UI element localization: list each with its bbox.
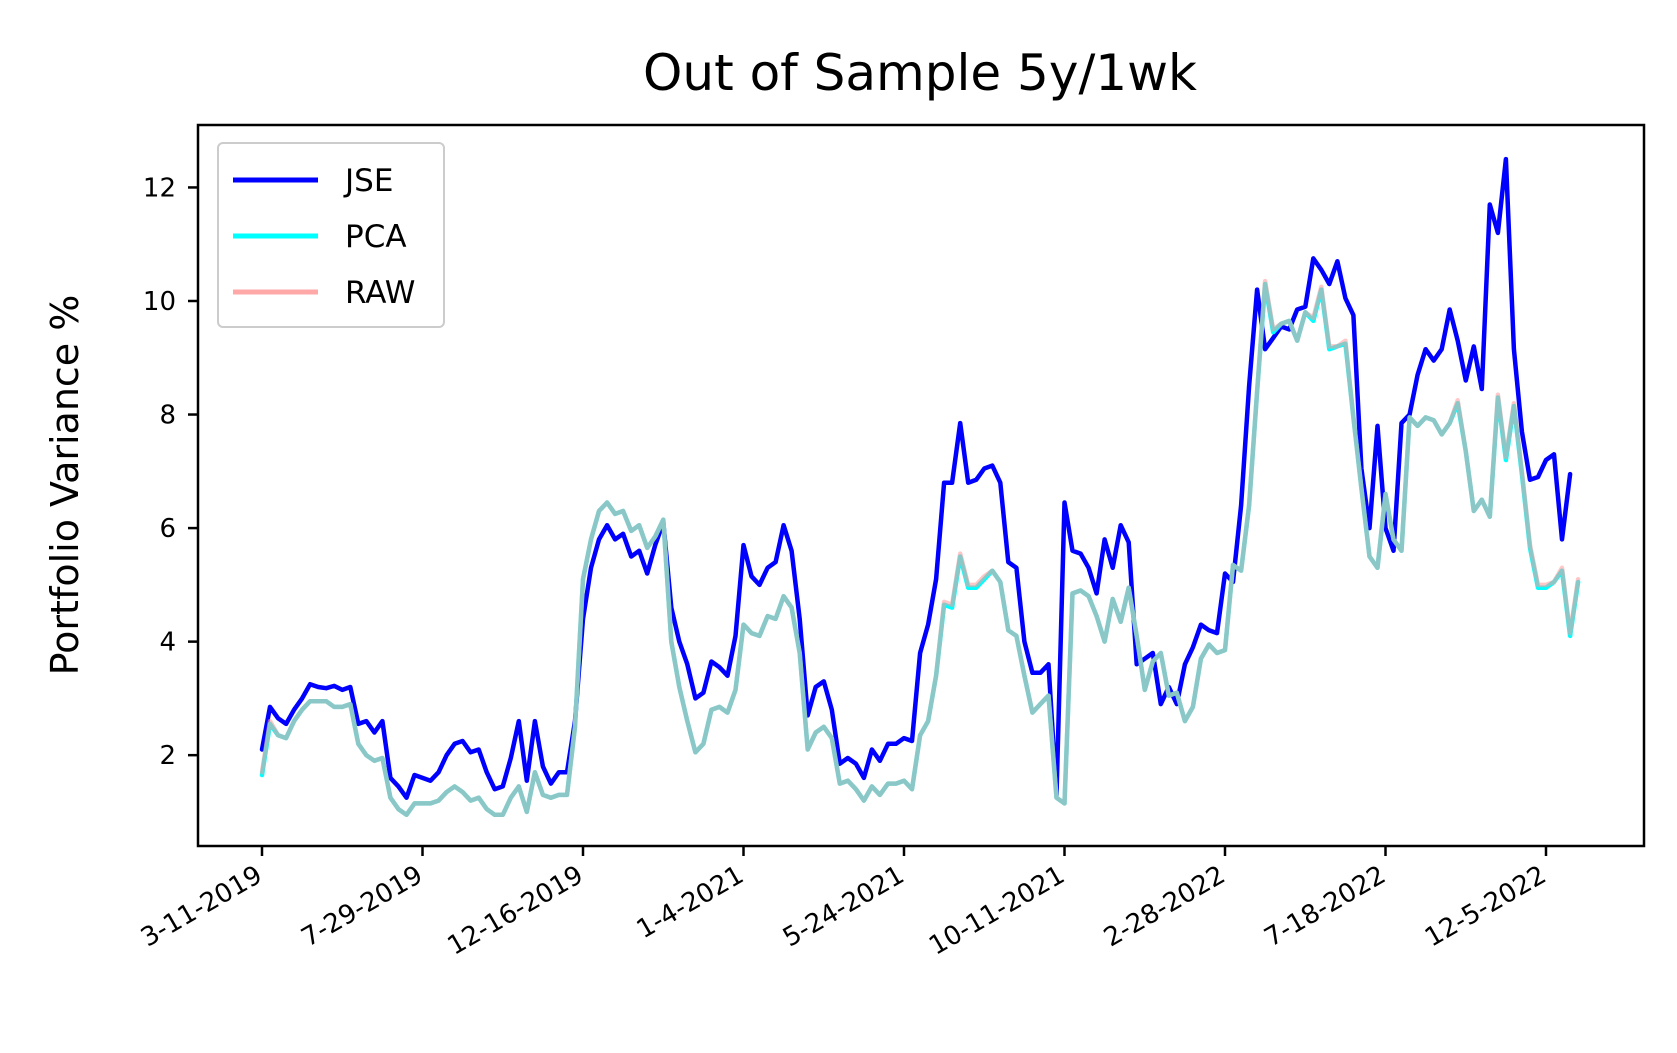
legend: JSE PCA RAW	[217, 142, 445, 328]
series-layer	[259, 156, 1581, 818]
legend-label-pca: PCA	[345, 219, 407, 255]
series-line-raw	[259, 278, 1581, 818]
y-tick-label: 2	[159, 741, 176, 771]
legend-box	[217, 142, 445, 328]
series-line-jse	[259, 156, 1573, 800]
y-tick-label: 12	[143, 173, 176, 203]
legend-label-raw: RAW	[345, 275, 415, 311]
y-tick-label: 4	[159, 628, 176, 658]
chart-title: Out of Sample 5y/1wk	[643, 44, 1197, 102]
y-axis-ticks: 2 4 6 8 10 12	[143, 173, 198, 771]
plot-frame	[196, 123, 1646, 848]
y-tick-label: 10	[143, 287, 176, 317]
y-axis-label: Portfolio Variance %	[43, 295, 87, 676]
legend-label-jse: JSE	[343, 163, 393, 199]
y-tick-label: 8	[159, 401, 176, 431]
y-tick-label: 6	[159, 514, 176, 544]
